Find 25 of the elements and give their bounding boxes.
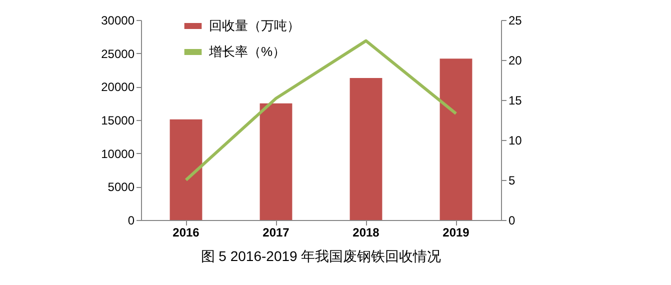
y2-tick-label: 25 — [508, 14, 522, 28]
x-tick-label: 2019 — [442, 226, 470, 240]
y2-tick-label: 0 — [508, 214, 516, 228]
x-tick-label: 2016 — [172, 226, 200, 240]
legend-label: 回收量（万吨） — [209, 18, 300, 33]
bar — [260, 103, 292, 220]
y2-tick-label: 15 — [508, 94, 522, 108]
bar — [170, 119, 202, 220]
bar — [350, 78, 382, 220]
x-tick-label: 2017 — [262, 226, 290, 240]
y2-tick-label: 20 — [508, 54, 522, 68]
y-tick-label: 15000 — [101, 114, 135, 128]
y-tick-label: 5000 — [108, 180, 135, 194]
y-tick-label: 20000 — [101, 80, 135, 94]
y2-tick-label: 10 — [508, 134, 522, 148]
bar — [440, 58, 472, 220]
y-tick-label: 10000 — [101, 146, 135, 161]
y-tick-label: 25000 — [101, 46, 135, 61]
text: 图 5 2016-2019 年我国废钢铁回收情况 — [200, 248, 442, 264]
legend-label: 增长率（%） — [208, 44, 286, 59]
y2-tick-label: 5 — [508, 174, 516, 188]
x-tick-label: 2018 — [352, 226, 380, 240]
y-tick-label: 0 — [128, 214, 135, 228]
y-tick-label: 30000 — [101, 14, 135, 28]
line-series — [184, 39, 458, 182]
